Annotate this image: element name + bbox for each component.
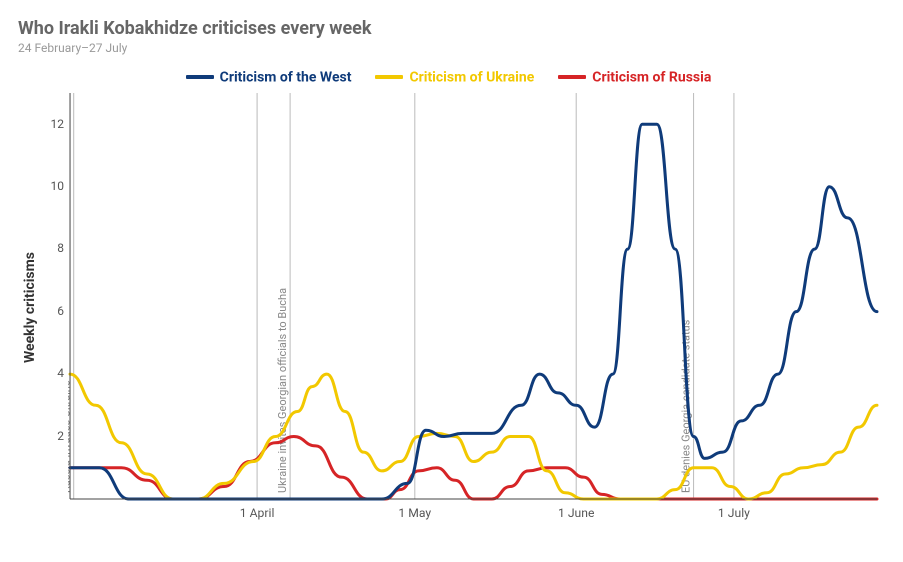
y-tick-label: 10 (51, 179, 65, 193)
event-label: Ukraine invites Georgian officials to Bu… (276, 288, 289, 493)
legend-item: Criticism of Ukraine (375, 69, 534, 85)
series-line (70, 374, 877, 499)
plot-wrapper: Weekly criticisms 12 10 8 6 4 2 Russia invade… (18, 93, 879, 523)
y-axis-ticks: 12 10 8 6 4 2 (42, 93, 68, 523)
y-axis-label: Weekly criticisms (18, 93, 42, 523)
chart-title: Who Irakli Kobakhidze criticises every w… (18, 18, 879, 39)
plot-svg: Russia invades UkraineUkraine invites Ge… (68, 93, 879, 523)
legend-label: Criticism of the West (220, 69, 352, 85)
series-line (70, 125, 877, 500)
x-tick-label: 1 June (558, 506, 594, 520)
chart-subtitle: 24 February–27 July (18, 41, 879, 55)
legend-swatch (186, 75, 214, 79)
x-tick-label: 1 May (398, 506, 431, 520)
chart-container: Who Irakli Kobakhidze criticises every w… (0, 0, 903, 562)
x-tick-label: 1 April (240, 506, 275, 520)
x-tick-label: 1 July (718, 506, 750, 520)
y-tick-label: 8 (57, 241, 64, 255)
legend: Criticism of the West Criticism of Ukrain… (18, 69, 879, 85)
legend-swatch (375, 75, 403, 79)
y-tick-label: 12 (51, 117, 65, 131)
legend-label: Criticism of Russia (592, 69, 711, 85)
legend-item: Criticism of Russia (558, 69, 711, 85)
y-tick-label: 2 (57, 429, 64, 443)
y-tick-label: 4 (57, 366, 64, 380)
plot-area: Russia invades UkraineUkraine invites Ge… (68, 93, 879, 523)
legend-label: Criticism of Ukraine (409, 69, 534, 85)
legend-item: Criticism of the West (186, 69, 352, 85)
legend-swatch (558, 75, 586, 79)
y-tick-label: 6 (57, 304, 64, 318)
series-line (70, 437, 877, 499)
